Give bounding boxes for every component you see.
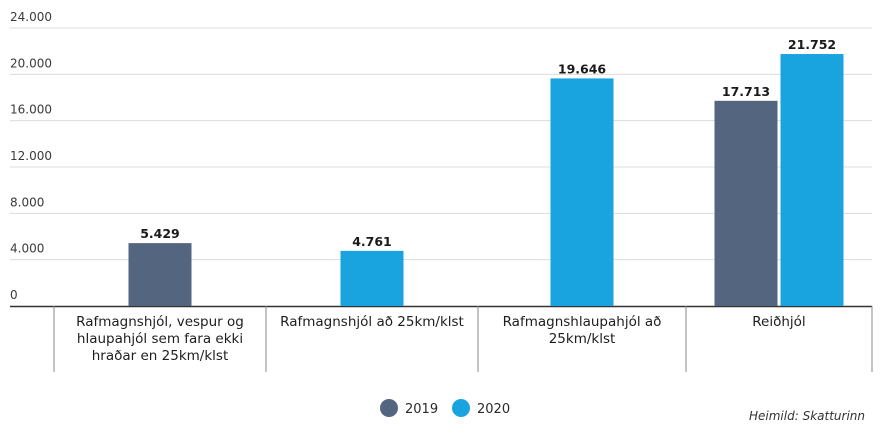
bar-2019	[128, 243, 192, 306]
y-tick-label: 16.000	[10, 103, 52, 117]
bar-2020	[780, 54, 844, 306]
legend-label-2020: 2020	[477, 402, 510, 417]
legend-marker-2019	[380, 399, 398, 417]
legend-label-2019: 2019	[405, 402, 438, 417]
x-category-label: hraðar en 25km/klst	[92, 348, 229, 364]
data-label: 21.752	[788, 37, 836, 52]
x-category-label: Rafmagnshlaupahjól að	[503, 314, 662, 330]
y-tick-label: 12.000	[10, 149, 52, 163]
data-label: 19.646	[558, 61, 607, 76]
x-category-label: Reiðhjól	[752, 314, 805, 330]
y-tick-label: 8.000	[10, 195, 44, 209]
x-category-label: hlaupahjól sem fara ekki	[77, 331, 243, 347]
bar-2020	[550, 78, 614, 306]
bar-2020	[340, 250, 404, 306]
y-tick-label: 0	[10, 288, 18, 302]
legend-marker-2020	[452, 399, 470, 417]
data-label: 17.713	[722, 84, 770, 99]
y-tick-label: 24.000	[10, 10, 52, 24]
x-category-label: Rafmagnshjól, vespur og	[76, 314, 244, 330]
y-tick-label: 4.000	[10, 242, 44, 256]
source-note: Heimild: Skatturinn	[749, 409, 865, 423]
x-category-label: 25km/klst	[549, 331, 616, 347]
data-label: 4.761	[352, 234, 392, 249]
data-label: 5.429	[140, 226, 180, 241]
y-tick-label: 20.000	[10, 56, 52, 70]
x-category-label: Rafmagnshjól að 25km/klst	[280, 314, 464, 330]
bar-2019	[714, 100, 778, 306]
